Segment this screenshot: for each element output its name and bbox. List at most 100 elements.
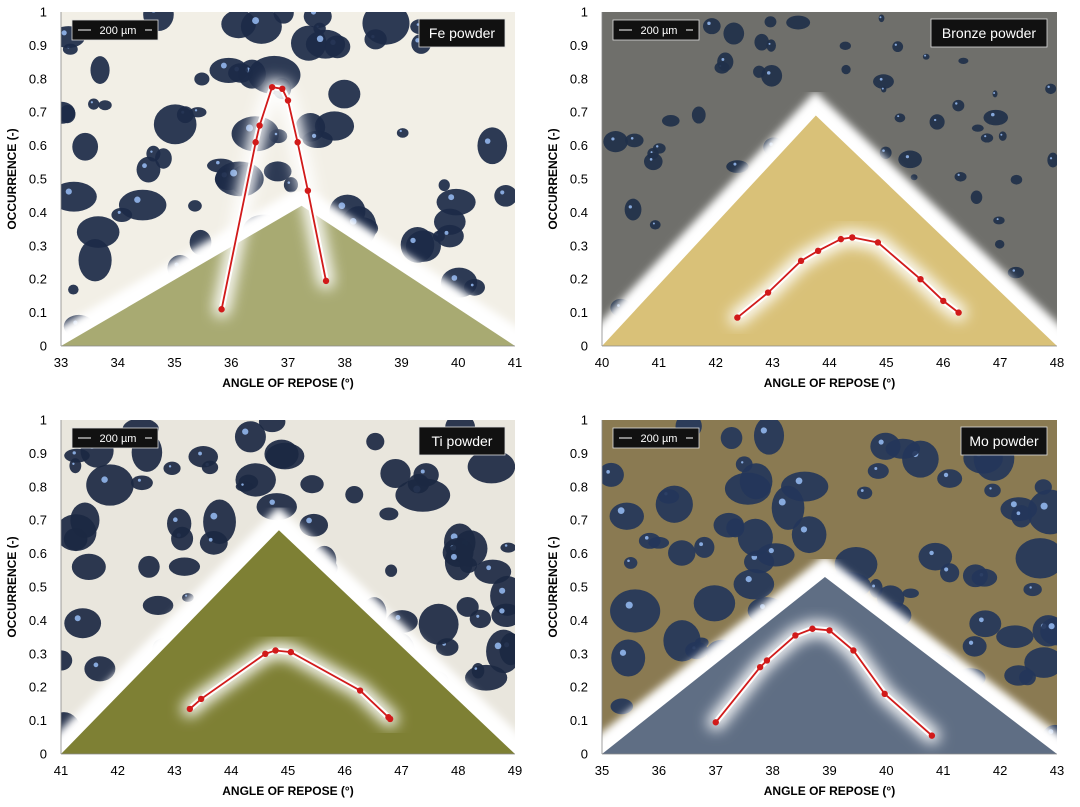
particle-highlight: [151, 12, 156, 13]
y-tick-label: 0.2: [570, 272, 588, 287]
particle-highlight: [499, 587, 506, 594]
particle: [188, 200, 202, 212]
particle: [396, 128, 409, 138]
micrograph-background: [61, 12, 515, 346]
y-tick-label: 0.8: [29, 71, 47, 86]
particle: [305, 29, 346, 59]
particle: [663, 620, 701, 662]
particle-highlight: [879, 77, 883, 81]
data-point: [850, 647, 857, 654]
particle: [910, 174, 918, 181]
particle-highlight: [269, 499, 275, 505]
particle: [438, 179, 450, 192]
y-tick-label: 0.5: [29, 580, 47, 595]
x-tick-label: 48: [451, 763, 465, 778]
data-point: [955, 309, 962, 316]
particle-highlight: [619, 649, 627, 656]
x-tick-label: 41: [936, 763, 950, 778]
particle: [625, 133, 644, 148]
particle-highlight: [399, 129, 402, 133]
particle: [199, 531, 228, 555]
x-tick-label: 41: [652, 355, 666, 370]
particle: [1034, 479, 1052, 495]
particle: [130, 475, 153, 491]
particle: [983, 109, 1009, 126]
particle-highlight: [198, 451, 202, 456]
particle-highlight: [655, 145, 659, 148]
particle-highlight: [117, 210, 121, 214]
particle-highlight: [741, 461, 744, 464]
y-tick-label: 0.8: [570, 479, 588, 494]
particle: [380, 458, 411, 488]
y-tick-label: 0.3: [570, 238, 588, 253]
y-tick-label: 0.3: [29, 238, 47, 253]
particle: [234, 421, 266, 453]
particle: [996, 625, 1034, 648]
particle-highlight: [484, 138, 491, 144]
particle: [873, 74, 894, 89]
particle: [379, 507, 399, 521]
particle: [88, 98, 100, 110]
particle: [962, 564, 988, 588]
y-tick-label: 0.4: [570, 205, 588, 220]
x-tick-label: 42: [993, 763, 1007, 778]
x-axis-label: ANGLE OF REPOSE (°): [222, 376, 353, 390]
particle-highlight: [216, 160, 220, 165]
data-point: [262, 650, 269, 657]
scale-bar-label: 200 µm: [100, 433, 137, 445]
data-point: [874, 239, 882, 246]
particle-highlight: [879, 16, 882, 19]
particle: [464, 278, 485, 296]
particle: [61, 101, 76, 124]
particle-highlight: [625, 601, 633, 609]
x-tick-label: 46: [338, 763, 352, 778]
particle: [878, 14, 885, 23]
particle: [922, 53, 930, 60]
particle: [624, 198, 642, 221]
particle: [209, 57, 248, 83]
x-tick-label: 47: [993, 355, 1007, 370]
data-point: [186, 705, 194, 713]
x-tick-label: 38: [765, 763, 779, 778]
particle: [1027, 489, 1057, 535]
particle-highlight: [142, 163, 147, 169]
data-point: [287, 648, 295, 656]
particle-highlight: [778, 498, 786, 506]
particle-highlight: [486, 565, 492, 571]
particle-highlight: [894, 43, 897, 46]
particle-highlight: [316, 35, 324, 43]
particle: [400, 227, 435, 263]
series-line: [189, 649, 391, 720]
y-tick-label: 0.9: [29, 38, 47, 53]
particle: [435, 224, 464, 248]
x-tick-label: 43: [765, 355, 779, 370]
particle: [643, 152, 663, 171]
x-tick-label: 34: [111, 355, 125, 370]
x-tick-label: 43: [1050, 763, 1064, 778]
x-tick-label: 36: [224, 355, 238, 370]
particle: [994, 239, 1005, 249]
x-tick-label: 35: [595, 763, 609, 778]
particle: [72, 132, 99, 161]
particle-highlight: [989, 487, 992, 490]
particle: [693, 585, 736, 622]
x-tick-label: 45: [281, 763, 295, 778]
x-tick-label: 45: [879, 355, 893, 370]
particle-highlight: [652, 222, 655, 225]
particle-highlight: [1029, 586, 1032, 589]
data-point: [764, 289, 772, 296]
particle: [929, 114, 945, 130]
data-point: [294, 139, 301, 146]
particle-highlight: [800, 526, 808, 533]
x-tick-label: 36: [652, 763, 666, 778]
particle: [71, 553, 106, 581]
y-tick-label: 1: [40, 5, 47, 20]
particle: [471, 663, 485, 679]
panel-label: Mo powder: [960, 426, 1048, 456]
particle-highlight: [184, 594, 188, 597]
particle: [952, 99, 965, 112]
particle: [857, 486, 873, 500]
particle: [163, 461, 181, 475]
particle-highlight: [1016, 511, 1021, 516]
particle: [892, 41, 904, 53]
